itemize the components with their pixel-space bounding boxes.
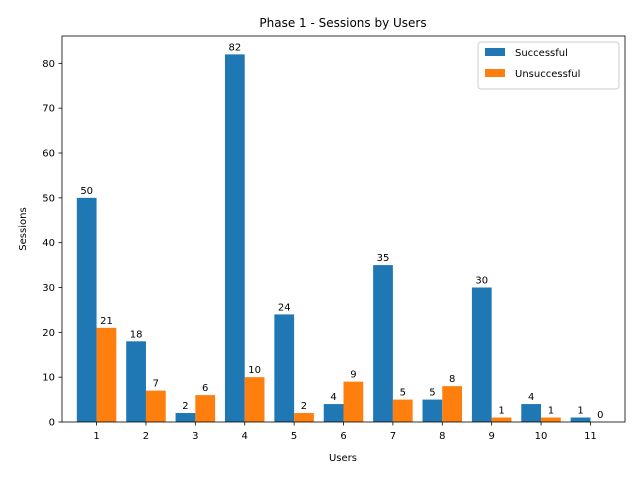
x-tick-label: 2 [143, 431, 149, 442]
legend-label: Successful [515, 48, 568, 59]
bar-series-2-category-10 [541, 417, 561, 422]
y-axis-title: Sessions [18, 207, 29, 250]
bar-series-1-category-5 [274, 314, 295, 422]
bars-layer [76, 54, 591, 422]
bar-series-1-category-9 [471, 287, 492, 422]
bar-series-2-category-9 [491, 417, 512, 422]
data-label: 30 [475, 276, 488, 287]
bar-series-2-category-8 [442, 386, 463, 422]
data-label: 21 [100, 316, 113, 327]
data-label: 0 [597, 410, 603, 421]
data-label: 10 [248, 365, 261, 376]
y-tick-label: 70 [42, 104, 55, 115]
y-tick-label: 80 [42, 59, 55, 70]
x-tick-label: 10 [535, 431, 548, 442]
bar-series-2-category-1 [96, 327, 117, 422]
legend-label: Unsuccessful [515, 69, 580, 80]
bar-series-1-category-1 [76, 197, 97, 422]
y-tick-label: 40 [42, 238, 55, 249]
x-tick-label: 11 [584, 431, 597, 442]
data-label: 4 [330, 392, 336, 403]
x-tick-label: 9 [488, 431, 494, 442]
data-label: 35 [377, 253, 390, 264]
data-label: 1 [577, 406, 583, 417]
data-label: 2 [182, 401, 188, 412]
data-label: 9 [350, 370, 356, 381]
x-tick-label: 3 [192, 431, 198, 442]
data-label: 7 [153, 379, 159, 390]
y-tick-label: 0 [49, 418, 55, 429]
bar-series-1-category-4 [224, 54, 245, 422]
data-label: 2 [301, 401, 307, 412]
y-tick-label: 50 [42, 193, 55, 204]
y-tick-label: 20 [42, 328, 55, 339]
x-tick-label: 4 [242, 431, 248, 442]
bar-series-2-category-2 [145, 390, 166, 422]
data-label: 82 [228, 42, 241, 53]
data-label: 5 [429, 388, 435, 399]
y-tick-label: 30 [42, 283, 55, 294]
bar-series-1-category-6 [323, 404, 344, 422]
bar-series-2-category-3 [195, 395, 216, 422]
bar-series-1-category-2 [126, 341, 146, 422]
x-tick-label: 5 [291, 431, 297, 442]
data-label: 1 [548, 406, 554, 417]
bar-series-1-category-10 [521, 404, 542, 422]
data-label: 1 [498, 406, 504, 417]
data-label: 5 [400, 388, 406, 399]
x-tick-label: 7 [390, 431, 396, 442]
y-tick-label: 60 [42, 149, 55, 160]
bar-series-2-category-7 [392, 399, 413, 422]
data-label: 8 [449, 374, 455, 385]
x-tick-label: 6 [340, 431, 346, 442]
bar-series-2-category-5 [294, 413, 314, 422]
legend-swatch [485, 48, 505, 56]
plot-frame [61, 35, 626, 423]
x-axis-title: Users [329, 453, 357, 464]
bar-series-2-category-4 [244, 377, 265, 422]
legend: Successful Unsuccessful [477, 41, 620, 90]
data-label: 50 [80, 186, 93, 197]
x-tick-label: 8 [439, 431, 445, 442]
y-tick-label: 10 [42, 373, 55, 384]
data-label: 24 [278, 302, 291, 313]
bar-series-2-category-6 [343, 381, 364, 422]
legend-swatch [485, 69, 505, 77]
bar-series-1-category-3 [175, 413, 196, 422]
x-tick-label: 1 [93, 431, 99, 442]
data-label: 18 [130, 329, 143, 340]
bar-series-1-category-11 [570, 417, 591, 422]
bar-series-1-category-7 [373, 265, 393, 422]
chart-title: Phase 1 - Sessions by Users [259, 16, 426, 30]
legend-box [477, 41, 620, 90]
data-label: 6 [202, 383, 208, 394]
data-label: 4 [528, 392, 534, 403]
bar-series-1-category-8 [422, 399, 443, 422]
